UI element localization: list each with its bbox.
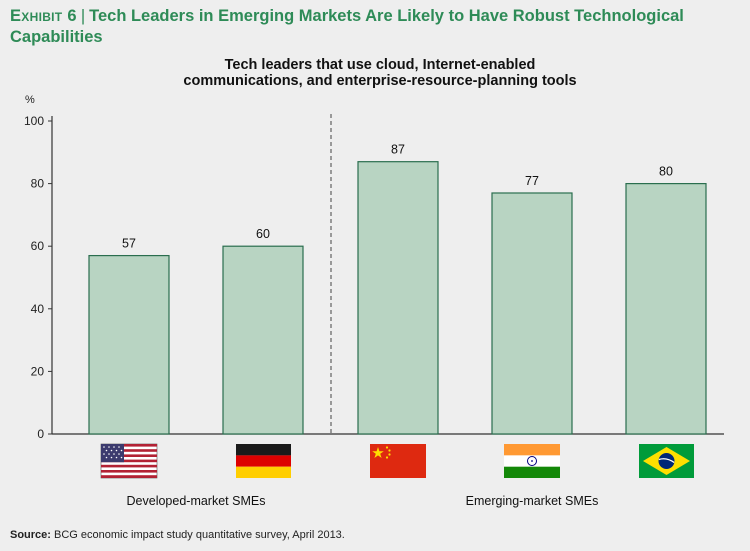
y-tick-label: 80 <box>31 177 45 191</box>
y-axis-ticks: 0 20 40 60 80 100 <box>24 114 52 441</box>
source-label: Source: <box>10 529 51 541</box>
bar-china <box>357 161 439 435</box>
bar-india <box>491 192 573 435</box>
flag-china-icon <box>370 444 426 478</box>
source-note: Source: BCG economic impact study quanti… <box>10 529 345 541</box>
value-labels-group: 57 60 87 77 80 <box>122 143 673 251</box>
y-tick-label: 100 <box>24 114 44 128</box>
flag-india-icon <box>504 444 560 478</box>
chart-title-line-2: communications, and enterprise-resource-… <box>183 73 577 89</box>
value-label: 87 <box>391 143 405 157</box>
value-label: 60 <box>256 227 270 241</box>
flag-usa-icon <box>100 443 158 479</box>
y-tick-label: 0 <box>37 427 44 441</box>
value-label: 80 <box>659 165 673 179</box>
flag-germany-icon <box>236 444 291 478</box>
y-tick-label: 40 <box>31 302 45 316</box>
group-label-emerging: Emerging-market SMEs <box>466 494 599 508</box>
y-axis-unit: % <box>25 94 35 106</box>
exhibit-separator: | <box>80 7 86 25</box>
chart-title-line-1: Tech leaders that use cloud, Internet-en… <box>224 57 536 73</box>
value-label: 57 <box>122 237 136 251</box>
flag-brazil-icon <box>639 444 694 478</box>
source-text: BCG economic impact study quantitative s… <box>54 529 345 541</box>
value-label: 77 <box>525 174 539 188</box>
y-tick-label: 20 <box>31 364 45 378</box>
bar-united-states <box>88 254 170 435</box>
bar-germany <box>222 245 304 435</box>
group-label-developed: Developed-market SMEs <box>127 494 266 508</box>
exhibit-label: Exhibit 6 <box>10 7 77 25</box>
exhibit-title: Exhibit 6 | Tech Leaders in Emerging Marke… <box>10 6 730 48</box>
bar-brazil <box>625 183 707 435</box>
y-tick-label: 60 <box>31 239 45 253</box>
exhibit-title-text: Tech Leaders in Emerging Markets Are Lik… <box>10 7 684 46</box>
bars-group <box>88 161 707 435</box>
